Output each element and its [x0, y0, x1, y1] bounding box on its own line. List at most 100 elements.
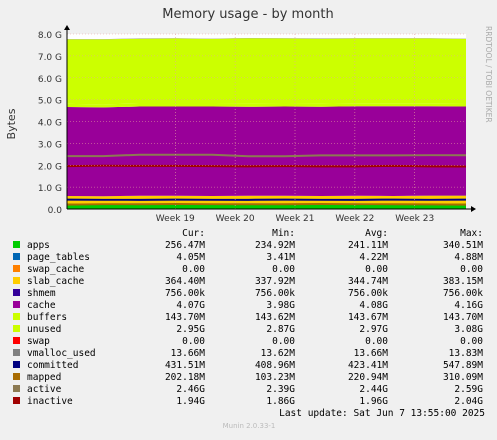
- legend-avg-swap_cache: 0.00: [365, 264, 388, 275]
- y-tick-label: 1.0 G: [38, 184, 62, 194]
- x-tick-label: Week 20: [216, 214, 255, 224]
- rrdtool-credit: RRDTOOL / TOBI OETIKER: [484, 26, 493, 123]
- legend-header-cur: Cur:: [182, 228, 205, 239]
- legend-avg-page_tables: 4.22M: [359, 252, 388, 263]
- legend-label-page_tables: page_tables: [27, 252, 90, 263]
- legend-avg-cache: 4.08G: [359, 300, 388, 311]
- legend-max-slab_cache: 383.15M: [443, 276, 483, 287]
- legend-cur-active: 2.46G: [176, 384, 205, 395]
- legend-avg-swap: 0.00: [365, 336, 388, 347]
- legend-max-cache: 4.16G: [454, 300, 483, 311]
- legend-cur-swap_cache: 0.00: [182, 264, 205, 275]
- legend-swatch-buffers: [13, 313, 20, 320]
- legend-min-page_tables: 3.41M: [266, 252, 295, 263]
- legend-cur-cache: 4.07G: [176, 300, 205, 311]
- legend-max-shmem: 756.00k: [443, 288, 483, 299]
- legend-swatch-committed: [13, 361, 20, 368]
- legend-min-buffers: 143.62M: [255, 312, 295, 323]
- x-tick-label: Week 21: [276, 214, 315, 224]
- legend-swatch-slab_cache: [13, 277, 20, 284]
- last-update: Last update: Sat Jun 7 13:55:00 2025: [279, 408, 485, 419]
- legend-cur-buffers: 143.70M: [165, 312, 205, 323]
- legend-avg-committed: 423.41M: [348, 360, 388, 371]
- legend-min-active: 2.39G: [266, 384, 295, 395]
- legend-label-cache: cache: [27, 300, 56, 311]
- y-tick-label: 3.0 G: [38, 140, 62, 150]
- legend-swatch-apps: [13, 241, 20, 248]
- legend-cur-vmalloc_used: 13.66M: [171, 348, 206, 359]
- legend-min-mapped: 103.23M: [255, 372, 295, 383]
- legend-label-slab_cache: slab_cache: [27, 276, 84, 287]
- legend-max-active: 2.59G: [454, 384, 483, 395]
- legend-max-unused: 3.08G: [454, 324, 483, 335]
- legend-label-inactive: inactive: [27, 396, 73, 407]
- legend-label-apps: apps: [27, 240, 50, 251]
- legend-cur-unused: 2.95G: [176, 324, 205, 335]
- legend-cur-page_tables: 4.05M: [176, 252, 205, 263]
- line-mapped: [67, 204, 466, 205]
- legend-max-mapped: 310.09M: [443, 372, 483, 383]
- x-axis-arrow: [471, 206, 476, 212]
- legend-label-vmalloc_used: vmalloc_used: [27, 348, 96, 359]
- legend-min-unused: 2.87G: [266, 324, 295, 335]
- legend-label-swap: swap: [27, 336, 50, 347]
- legend-label-shmem: shmem: [27, 288, 56, 299]
- legend-label-swap_cache: swap_cache: [27, 264, 84, 275]
- legend-min-apps: 234.92M: [255, 240, 295, 251]
- legend-label-committed: committed: [27, 360, 78, 371]
- legend-cur-apps: 256.47M: [165, 240, 205, 251]
- legend-cur-shmem: 756.00k: [165, 288, 205, 299]
- legend-avg-shmem: 756.00k: [348, 288, 388, 299]
- legend-avg-active: 2.44G: [359, 384, 388, 395]
- legend-avg-vmalloc_used: 13.66M: [354, 348, 389, 359]
- legend-swatch-page_tables: [13, 253, 20, 260]
- legend-avg-unused: 2.97G: [359, 324, 388, 335]
- legend-max-vmalloc_used: 13.83M: [449, 348, 484, 359]
- x-tick-label: Week 22: [335, 214, 374, 224]
- legend-label-active: active: [27, 384, 62, 395]
- y-tick-label: 0.0: [48, 206, 63, 216]
- legend-min-committed: 408.96M: [255, 360, 295, 371]
- legend-avg-apps: 241.11M: [348, 240, 388, 251]
- legend-swatch-unused: [13, 325, 20, 332]
- legend-header-avg: Avg:: [365, 228, 388, 239]
- legend-swatch-swap: [13, 337, 20, 344]
- legend-label-mapped: mapped: [27, 372, 61, 383]
- legend-max-swap_cache: 0.00: [460, 264, 483, 275]
- legend-swatch-inactive: [13, 397, 20, 404]
- legend-avg-mapped: 220.94M: [348, 372, 388, 383]
- legend-min-inactive: 1.86G: [266, 396, 295, 407]
- legend-swatch-vmalloc_used: [13, 349, 20, 356]
- legend-swatch-cache: [13, 301, 20, 308]
- legend-swatch-mapped: [13, 373, 20, 380]
- legend-max-committed: 547.89M: [443, 360, 483, 371]
- y-tick-label: 2.0 G: [38, 162, 62, 172]
- y-tick-label: 5.0 G: [38, 97, 62, 107]
- legend-cur-committed: 431.51M: [165, 360, 205, 371]
- legend-cur-mapped: 202.18M: [165, 372, 205, 383]
- legend-min-cache: 3.98G: [266, 300, 295, 311]
- legend-cur-slab_cache: 364.40M: [165, 276, 205, 287]
- x-tick-label: Week 23: [395, 214, 434, 224]
- legend-min-swap: 0.00: [272, 336, 295, 347]
- legend-cur-swap: 0.00: [182, 336, 205, 347]
- legend-min-swap_cache: 0.00: [272, 264, 295, 275]
- legend-max-inactive: 2.04G: [454, 396, 483, 407]
- y-tick-label: 8.0 G: [38, 31, 62, 41]
- legend-cur-inactive: 1.94G: [176, 396, 205, 407]
- legend-min-slab_cache: 337.92M: [255, 276, 295, 287]
- legend-avg-inactive: 1.96G: [359, 396, 388, 407]
- legend-max-buffers: 143.70M: [443, 312, 483, 323]
- line-inactive: [67, 166, 466, 167]
- legend-max-apps: 340.51M: [443, 240, 483, 251]
- legend-avg-slab_cache: 344.74M: [348, 276, 388, 287]
- legend-min-shmem: 756.00k: [255, 288, 295, 299]
- y-axis-label: Bytes: [5, 108, 18, 139]
- legend-max-page_tables: 4.88M: [454, 252, 483, 263]
- plot-area: 0.01.0 G2.0 G3.0 G4.0 G5.0 G6.0 G7.0 G8.…: [38, 25, 476, 224]
- legend-min-vmalloc_used: 13.62M: [261, 348, 296, 359]
- area-unused: [67, 38, 466, 104]
- legend-label-unused: unused: [27, 324, 61, 335]
